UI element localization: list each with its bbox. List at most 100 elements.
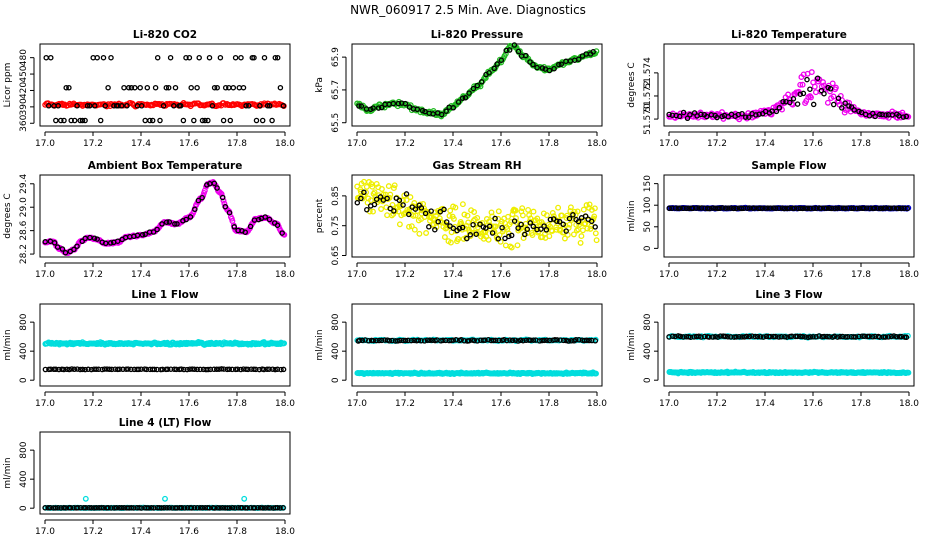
y-tick-label: 150 (643, 175, 653, 192)
data-point (818, 205, 824, 211)
data-point (388, 212, 395, 219)
data-point (556, 218, 563, 225)
data-point (856, 333, 862, 340)
data-point (837, 205, 843, 211)
data-point (188, 84, 194, 91)
data-point (898, 205, 905, 212)
data-point (83, 505, 89, 511)
data-point (370, 105, 376, 111)
data-point (810, 334, 816, 340)
data-point (71, 246, 77, 253)
data-point (669, 205, 675, 211)
data-point (578, 233, 585, 240)
plot-frame (663, 303, 915, 387)
data-point (547, 216, 554, 223)
data-point (204, 182, 210, 188)
x-tick-label: 17.4 (755, 139, 775, 149)
x-tick-label: 17.4 (755, 399, 775, 409)
data-point (253, 117, 260, 124)
data-point (773, 205, 779, 212)
y-tick-label: 420 (19, 82, 29, 99)
data-point (432, 226, 438, 233)
y-axis-label: ml/min (3, 329, 13, 360)
data-point (592, 338, 599, 344)
data-point (691, 334, 697, 340)
x-tick-label: 17.8 (539, 399, 559, 409)
data-point (180, 117, 187, 124)
data-point (232, 54, 239, 61)
series-reference (43, 54, 287, 124)
data-point (508, 244, 515, 251)
data-point (142, 231, 148, 237)
data-point (240, 84, 247, 91)
data-point (226, 209, 233, 216)
data-point (278, 366, 284, 373)
data-point (443, 108, 449, 114)
panel-title: Li-820 Pressure (431, 29, 524, 41)
data-point (194, 84, 200, 91)
data-point (687, 334, 694, 340)
data-point (71, 117, 78, 124)
data-point (181, 366, 187, 373)
y-tick-label: 51.570 (643, 103, 653, 135)
data-point (205, 117, 211, 124)
data-point (244, 505, 250, 511)
series-reference (666, 333, 910, 341)
data-point (819, 333, 825, 340)
data-point (61, 505, 67, 511)
y-tick-label: 65.5 (331, 113, 341, 133)
x-tick-label: 17.4 (755, 270, 775, 280)
data-point (507, 337, 513, 343)
x-tick-label: 18.0 (899, 399, 919, 409)
y-tick-label: 0 (331, 377, 341, 383)
data-point (400, 337, 406, 344)
data-point (77, 117, 83, 124)
data-point (544, 337, 550, 344)
data-point (389, 337, 395, 344)
data-point (423, 230, 430, 236)
x-axis: 17.0 17.2 17.4 17.6 17.8 18.0 (347, 391, 607, 409)
data-point (869, 334, 876, 340)
data-point (66, 84, 72, 91)
data-point (184, 366, 190, 373)
data-point (808, 94, 814, 101)
data-point (229, 504, 236, 511)
data-point (523, 52, 529, 59)
panel-6: Sample Flow ml/min 17.0 17.2 17.4 17.6 17.8 18.… (627, 160, 919, 280)
data-point (470, 221, 476, 228)
x-tick-label: 17.2 (395, 270, 415, 280)
data-point (242, 229, 248, 235)
plot-frame (39, 303, 291, 387)
data-point (42, 239, 48, 245)
data-point (827, 86, 834, 92)
data-point (828, 205, 835, 212)
data-point (794, 333, 801, 340)
data-point (767, 333, 774, 340)
data-point (199, 194, 205, 201)
data-point (749, 333, 755, 339)
figure-title: NWR_060917 2.5 Min. Ave. Diagnostics (350, 3, 586, 17)
data-point (354, 183, 361, 190)
data-point (272, 54, 279, 61)
data-point (234, 366, 241, 372)
data-point (722, 333, 729, 340)
data-point (717, 205, 723, 211)
y-tick-label: 390 (19, 98, 29, 115)
data-point (880, 334, 887, 340)
data-point (416, 230, 423, 237)
data-point (557, 337, 563, 343)
data-point (447, 207, 454, 214)
data-point (405, 337, 411, 344)
y-tick-label: 400 (19, 342, 29, 359)
y-axis-label: ml/min (315, 329, 325, 360)
data-point (214, 185, 220, 191)
data-point (137, 84, 143, 91)
data-point (94, 54, 100, 61)
data-point (880, 205, 886, 212)
data-point (505, 213, 511, 220)
x-tick-label: 18.0 (275, 270, 295, 280)
data-point (489, 230, 496, 236)
data-point (370, 337, 377, 344)
data-point (575, 56, 582, 62)
